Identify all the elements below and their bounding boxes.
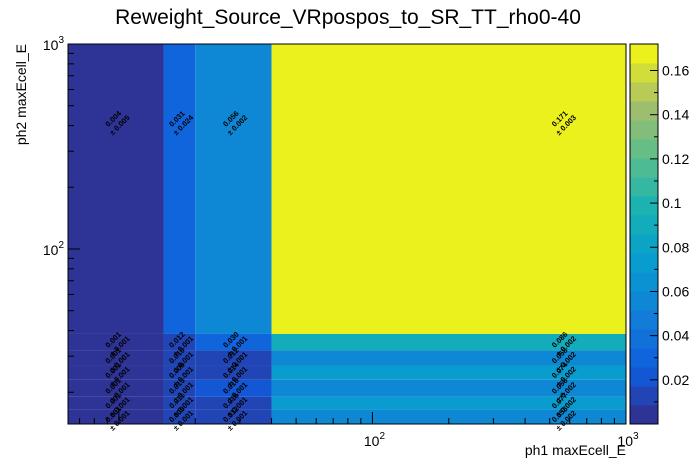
heatmap-cell xyxy=(163,365,196,380)
heatmap-cell xyxy=(271,409,626,424)
heatmap-cell xyxy=(68,44,164,334)
colorbar-swatch xyxy=(630,63,658,83)
colorbar: 0.02 0.04 0.06 0.08 0.1 0.12 0.14 0.16 xyxy=(629,43,689,425)
x-tick-label: 103 xyxy=(617,431,639,449)
heatmap-cell xyxy=(163,333,196,351)
y-tick-label: 102 xyxy=(43,240,65,258)
colorbar-swatch xyxy=(630,120,658,140)
heatmap-cell xyxy=(195,350,272,366)
heatmap-cell xyxy=(271,379,626,397)
colorbar-tick-label: 0.08 xyxy=(662,239,689,255)
colorbar-swatch xyxy=(630,386,658,406)
heatmap-cell xyxy=(195,396,272,410)
colorbar-swatch xyxy=(630,139,658,159)
x-tick-label: 102 xyxy=(364,431,386,449)
colorbar-tick-label: 0.1 xyxy=(662,195,682,211)
colorbar-swatch xyxy=(630,215,658,235)
colorbar-swatch xyxy=(630,329,658,349)
chart-title: Reweight_Source_VRpospos_to_SR_TT_rho0-4… xyxy=(115,6,581,29)
heatmap-cell xyxy=(195,333,272,351)
colorbar-tick-label: 0.06 xyxy=(662,283,689,299)
heatmap-cell xyxy=(271,333,626,351)
heatmap-cell xyxy=(68,396,164,410)
heatmap-cell xyxy=(271,44,626,334)
heatmap-cell xyxy=(271,396,626,410)
colorbar-swatch xyxy=(630,310,658,330)
colorbar-tick-label: 0.02 xyxy=(662,372,689,388)
colorbar-swatch xyxy=(630,253,658,273)
colorbar-tick-label: 0.12 xyxy=(662,151,689,167)
heatmap-cell xyxy=(195,44,272,334)
heatmap-cell xyxy=(68,333,164,351)
colorbar-swatch xyxy=(630,158,658,178)
heatmap-cell xyxy=(195,409,272,424)
colorbar-tick-label: 0.04 xyxy=(662,328,689,344)
colorbar-swatch xyxy=(630,101,658,121)
heatmap-cells xyxy=(68,44,626,424)
colorbar-frame xyxy=(629,43,659,425)
colorbar-tick-label: 0.14 xyxy=(662,107,689,123)
heatmap-cell xyxy=(271,365,626,380)
colorbar-swatch xyxy=(630,234,658,254)
heatmap-cell xyxy=(163,44,196,334)
colorbar-swatch xyxy=(630,272,658,292)
heatmap-cell xyxy=(271,350,626,366)
colorbar-swatch xyxy=(630,367,658,387)
y-tick-label: 103 xyxy=(43,35,65,53)
colorbar-swatch xyxy=(630,348,658,368)
heatmap-cell xyxy=(195,365,272,380)
heatmap-cell xyxy=(68,379,164,397)
heatmap-cell xyxy=(68,350,164,366)
colorbar-tick-label: 0.16 xyxy=(662,63,689,79)
colorbar-swatch xyxy=(630,82,658,102)
heatmap-cell xyxy=(163,409,196,424)
colorbar-swatch xyxy=(630,291,658,311)
heatmap-cell xyxy=(163,379,196,397)
colorbar-swatch xyxy=(630,44,658,64)
y-axis-label: ph2 maxEcell_E xyxy=(13,44,29,145)
heatmap-cell xyxy=(195,379,272,397)
colorbar-swatch xyxy=(630,177,658,197)
heatmap-cell xyxy=(68,365,164,380)
heatmap-cell xyxy=(163,350,196,366)
heatmap-cell xyxy=(163,396,196,410)
colorbar-swatch xyxy=(630,405,658,425)
plot-frame xyxy=(67,43,627,425)
x-axis-label: ph1 maxEcell_E xyxy=(525,442,626,458)
axis-ticks: 102 103 102 103 xyxy=(43,35,639,449)
colorbar-swatch xyxy=(630,196,658,216)
heatmap-cell xyxy=(68,409,164,424)
